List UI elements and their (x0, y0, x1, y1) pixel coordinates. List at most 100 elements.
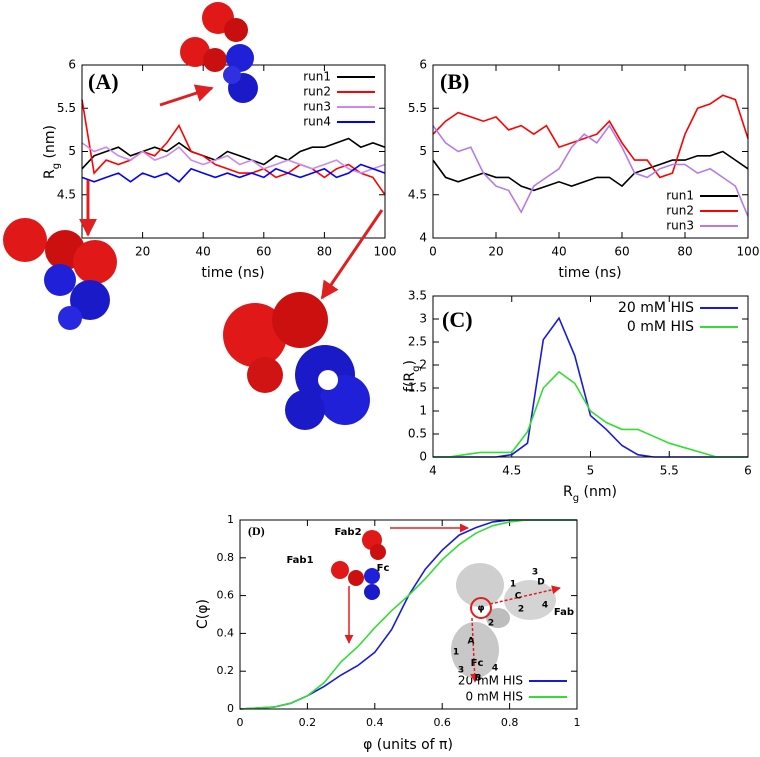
protein-inset (331, 530, 386, 600)
x-tick-label: 0 (237, 716, 244, 729)
x-tick-label: 40 (551, 245, 566, 259)
y-tick-label: 6 (419, 58, 427, 72)
annotation: 2 (488, 619, 494, 629)
axis-title: f(Rg) (402, 360, 422, 392)
x-tick-label: 0.2 (299, 716, 317, 729)
protein-left (3, 218, 117, 330)
x-tick-label: 0.4 (366, 716, 384, 729)
y-tick-label: 0.4 (217, 626, 235, 639)
legend-label: run1 (303, 70, 331, 84)
x-tick-label: 20 (135, 245, 150, 259)
legend-label: run1 (666, 189, 694, 203)
x-tick-label: 0.8 (501, 716, 519, 729)
x-tick-label: 0.6 (433, 716, 451, 729)
x-tick-label: 60 (256, 245, 271, 259)
arrow (159, 84, 214, 107)
series-line (432, 124, 749, 217)
annotation: 4 (542, 601, 548, 611)
x-tick-label: 80 (677, 245, 692, 259)
arrow (320, 209, 384, 300)
x-tick-label: 5.5 (660, 464, 679, 478)
series-line (433, 370, 748, 458)
x-tick-label: 0 (429, 245, 437, 259)
axis-title: time (ns) (201, 265, 264, 281)
annotation: B (475, 674, 482, 684)
x-tick-label: 6 (744, 464, 752, 478)
protein-top (180, 2, 258, 103)
plot-frame (239, 519, 578, 710)
annotation: 2 (518, 605, 524, 615)
x-tick-label: 5 (587, 464, 595, 478)
series-line (81, 163, 386, 183)
x-tick-label: 4.5 (502, 464, 521, 478)
annotation: Fab1 (286, 555, 313, 566)
axis-title-part: (nm) (579, 484, 617, 500)
legend-label: 0 mM HIS (466, 690, 524, 704)
series-line (432, 94, 749, 179)
schematic (451, 563, 561, 683)
axis-title: Rg (nm) (563, 484, 617, 504)
series-line (239, 519, 577, 710)
annotation: 1 (453, 648, 459, 658)
y-tick-label: 3 (419, 312, 427, 326)
y-tick-label: 1 (227, 513, 234, 526)
x-tick-label: 40 (196, 245, 211, 259)
panel: 00.511.522.533.54 4.5 5 5.5 6Rg (nm)f(Rg)(C)… (402, 289, 752, 504)
annotation: 4 (492, 664, 498, 674)
y-tick-label: 0 (227, 702, 234, 715)
y-tick-label: 1 (419, 404, 427, 418)
legend-label: 0 mM HIS (627, 319, 694, 335)
y-tick-label: 0.5 (408, 427, 427, 441)
annotation: D (537, 578, 544, 588)
y-tick-label: 0.2 (217, 664, 235, 677)
annotation: Fab (554, 607, 574, 618)
x-tick-label: 1 (574, 716, 581, 729)
panel-label: (C) (442, 307, 473, 332)
y-tick-label: 0 (419, 450, 427, 464)
x-tick-label: 100 (737, 245, 760, 259)
y-tick-label: 5 (68, 144, 76, 158)
legend-label: 20 mM HIS (618, 300, 694, 316)
series-line (81, 137, 386, 170)
series-line (433, 316, 748, 458)
panel: 0 0.2 0.4 0.6 0.8 1 0 0.2 0.4 0.6 0.8 1 φ (units of … (195, 513, 581, 753)
legend-label: run3 (303, 100, 331, 114)
annotation: 1 (510, 580, 516, 590)
panel-label: (D) (248, 524, 265, 538)
axis-title-part: g (411, 365, 422, 371)
y-tick-label: 6 (68, 58, 76, 72)
y-tick-label: 4 (419, 231, 427, 245)
y-tick-label: 2.5 (408, 335, 427, 349)
annotation: A (468, 637, 475, 647)
axis-title-part: (nm) (42, 125, 58, 163)
annotation: Fc (471, 658, 484, 669)
axis-title-part: R (563, 484, 573, 500)
annotation: 3 (532, 568, 538, 578)
y-tick-label: 4.5 (408, 187, 427, 201)
x-tick-label: 20 (488, 245, 503, 259)
legend-label: run4 (303, 115, 331, 129)
y-tick-label: 0.6 (217, 589, 235, 602)
legend-label: run2 (303, 85, 331, 99)
plot-frame (432, 64, 749, 239)
annotation: φ (477, 604, 484, 614)
axis-title-part: g (573, 493, 579, 504)
y-tick-label: 1.5 (408, 381, 427, 395)
axis-title-part: f(R (402, 372, 418, 392)
protein-images (3, 2, 561, 683)
y-tick-label: 5.5 (57, 101, 76, 115)
axis-title: φ (units of π) (363, 737, 453, 753)
plot-frame (432, 295, 749, 458)
y-tick-label: 5 (419, 144, 427, 158)
axis-title: time (ns) (558, 265, 621, 281)
annotation: C (515, 592, 522, 602)
y-tick-label: 3.5 (408, 289, 427, 303)
axis-title: C(φ) (195, 599, 211, 629)
panel-label: (B) (440, 69, 469, 94)
legend-label: run2 (666, 204, 694, 218)
axis-title: Rg (nm) (42, 125, 62, 179)
annotation: Fc (377, 563, 390, 574)
